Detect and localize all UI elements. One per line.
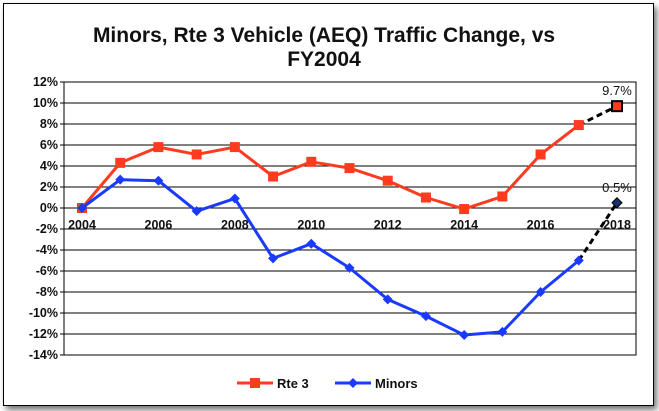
chart-title: Minors, Rte 3 Vehicle (AEQ) Traffic Chan… — [4, 24, 644, 72]
data-point-minors — [306, 238, 317, 249]
data-point-minors — [420, 311, 431, 322]
xtick-label: 2008 — [221, 218, 249, 232]
legend-label-0: Rte 3 — [277, 376, 309, 391]
series-line-rte-3 — [80, 123, 580, 211]
data-point-minors — [229, 193, 240, 204]
gridlines — [63, 81, 637, 356]
data-point-rte3 — [420, 192, 431, 203]
data-label-1: 0.5% — [602, 180, 632, 195]
ytick-label: 4% — [40, 159, 58, 173]
ytick-label: 8% — [40, 117, 58, 131]
xtick-label: 2012 — [374, 218, 402, 232]
ytick-label: -6% — [36, 264, 58, 278]
chart-title-line1: Minors, Rte 3 Vehicle (AEQ) Traffic Chan… — [92, 24, 556, 47]
legend-label-1: Minors — [375, 376, 418, 391]
data-point-minors — [497, 326, 508, 337]
data-point-rte3 — [191, 149, 202, 160]
data-point-minors — [153, 175, 164, 186]
data-point-rte3 — [115, 157, 126, 168]
ytick-label: 6% — [40, 138, 58, 152]
xtick-label: 2016 — [527, 218, 555, 232]
plot-border — [63, 81, 637, 356]
data-point-rte3 — [497, 191, 508, 202]
xtick-label: 2018 — [603, 218, 631, 232]
xtick-label: 2006 — [145, 218, 173, 232]
legend-marker-0 — [250, 378, 260, 388]
ytick-label: -14% — [29, 348, 58, 362]
ytick-label: 2% — [40, 180, 58, 194]
data-point-minors — [77, 203, 87, 213]
xtick-label: 2004 — [68, 218, 96, 232]
chart-title-line2: FY2004 — [287, 48, 361, 71]
projection-point-rte3 — [611, 100, 623, 113]
data-point-minors — [459, 330, 470, 341]
ytick-label: 0% — [40, 201, 58, 215]
legend: Rte 3 Minors — [237, 376, 418, 391]
ytick-label: -2% — [36, 222, 58, 236]
data-point-rte3 — [344, 163, 355, 174]
ytick-label: 12% — [33, 75, 58, 89]
y-axis: 12% 10% 8% 6% 4% 2% 0% -2% -4% -6% -8% -10% -12% -14% — [29, 75, 64, 362]
data-point-minors — [573, 255, 584, 266]
series-group: 9.7% 0.5% — [77, 83, 632, 341]
xtick-label: 2014 — [450, 218, 478, 232]
ytick-label: -12% — [29, 327, 58, 341]
data-point-rte3 — [535, 149, 546, 160]
legend-marker-1 — [348, 378, 358, 388]
data-point-rte3 — [268, 171, 279, 182]
data-point-minors — [382, 294, 393, 305]
data-point-minors — [115, 174, 126, 185]
data-point-minors — [535, 287, 546, 297]
ytick-label: -10% — [29, 306, 58, 320]
data-point-minors — [344, 262, 355, 273]
data-point-rte3 — [382, 175, 393, 186]
ytick-label: 10% — [33, 96, 58, 110]
series-line-minors — [81, 178, 580, 337]
data-point-minors — [191, 206, 202, 217]
data-label-0: 9.7% — [602, 83, 632, 98]
projection-line-0 — [578, 104, 618, 127]
projection-point-minors — [611, 197, 623, 209]
data-point-rte3 — [573, 120, 584, 131]
ytick-label: -8% — [36, 285, 58, 299]
projection-line-1 — [577, 201, 619, 262]
data-point-rte3 — [229, 142, 240, 153]
data-point-rte3 — [153, 142, 164, 153]
data-point-rte3 — [306, 156, 317, 167]
ytick-label: -4% — [36, 243, 58, 257]
data-point-rte3 — [459, 204, 470, 215]
data-point-minors — [268, 253, 279, 264]
chart-frame: Minors, Rte 3 Vehicle (AEQ) Traffic Chan… — [3, 3, 654, 406]
xtick-label: 2010 — [297, 218, 325, 232]
x-axis: 2004 2006 2008 2010 2012 2014 2016 2018 — [68, 218, 631, 232]
